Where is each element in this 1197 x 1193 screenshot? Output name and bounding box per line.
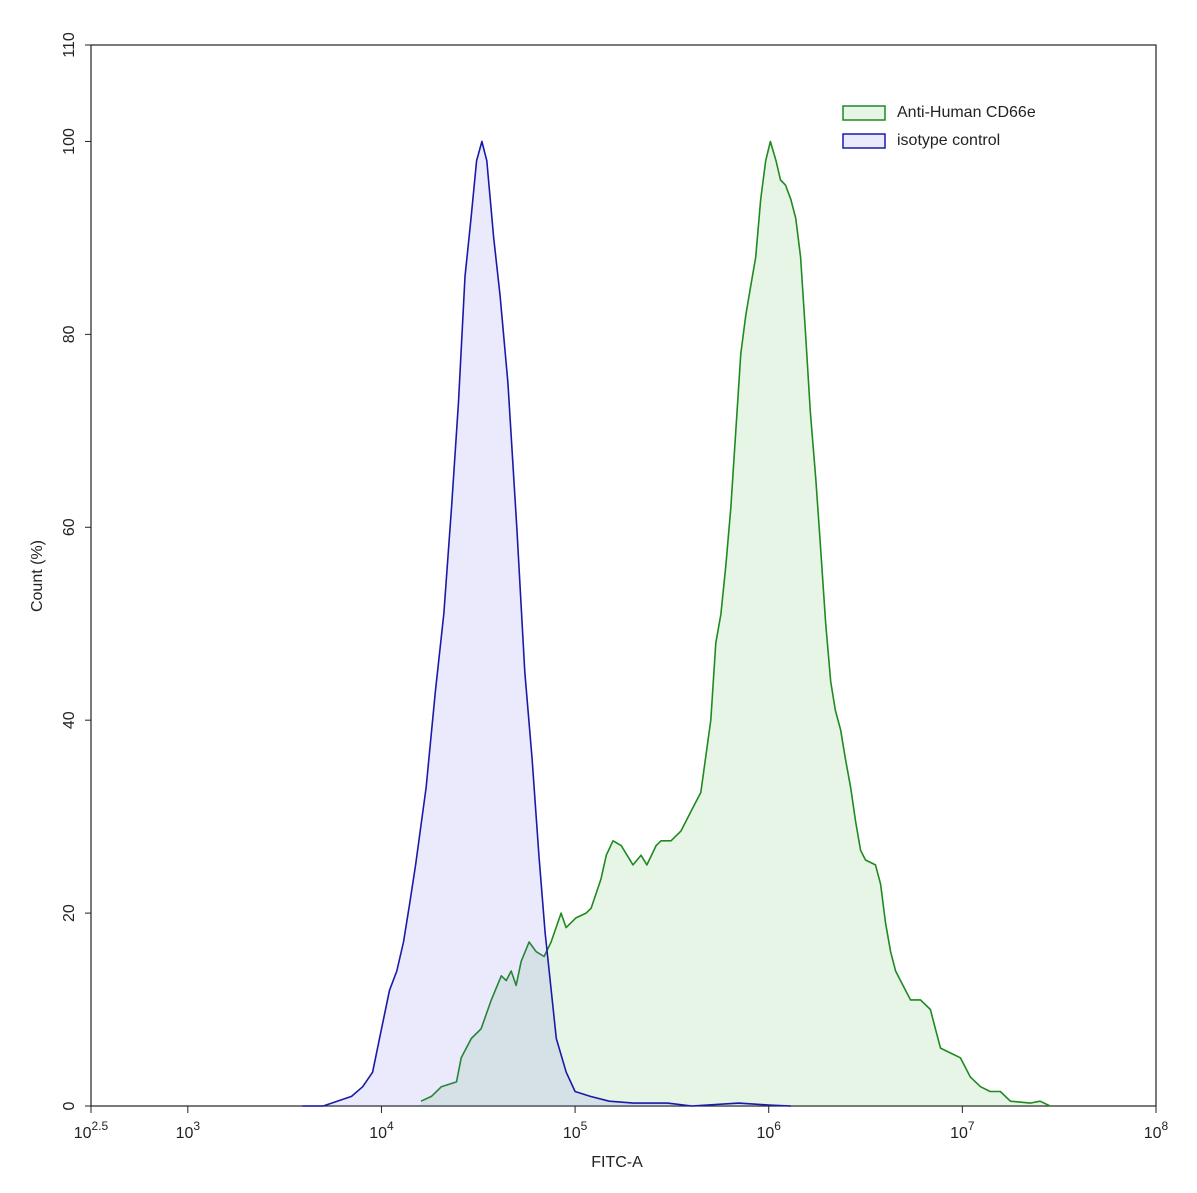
y-tick-label: 110 bbox=[61, 32, 78, 58]
y-tick-label: 40 bbox=[61, 711, 78, 729]
series-line bbox=[420, 140, 1051, 1107]
legend-label: Anti-Human CD66e bbox=[897, 104, 1036, 121]
x-tick-label: 107 bbox=[950, 1119, 975, 1142]
y-tick-label: 20 bbox=[61, 904, 78, 922]
x-tick-label: 105 bbox=[563, 1119, 588, 1142]
y-tick-label: 80 bbox=[61, 325, 78, 343]
area-fill bbox=[302, 141, 791, 1106]
x-tick-label: 104 bbox=[369, 1119, 394, 1142]
x-tick-label: 108 bbox=[1144, 1119, 1169, 1142]
y-tick-label: 100 bbox=[61, 128, 78, 155]
area-fill bbox=[421, 141, 1051, 1106]
series-line bbox=[302, 140, 791, 1107]
legend-swatch bbox=[842, 133, 886, 149]
y-tick-label: 60 bbox=[61, 518, 78, 536]
x-axis-label: FITC-A bbox=[591, 1154, 643, 1171]
y-axis-label: Count (%) bbox=[29, 540, 46, 612]
legend-label: isotype control bbox=[897, 132, 1000, 149]
y-tick-label: 0 bbox=[61, 1101, 78, 1110]
x-tick-label: 106 bbox=[756, 1119, 781, 1142]
plot-frame bbox=[90, 44, 1157, 1107]
x-tick-label: 103 bbox=[176, 1119, 201, 1142]
legend-swatch bbox=[842, 105, 886, 121]
x-tick-label: 102.5 bbox=[74, 1119, 109, 1142]
